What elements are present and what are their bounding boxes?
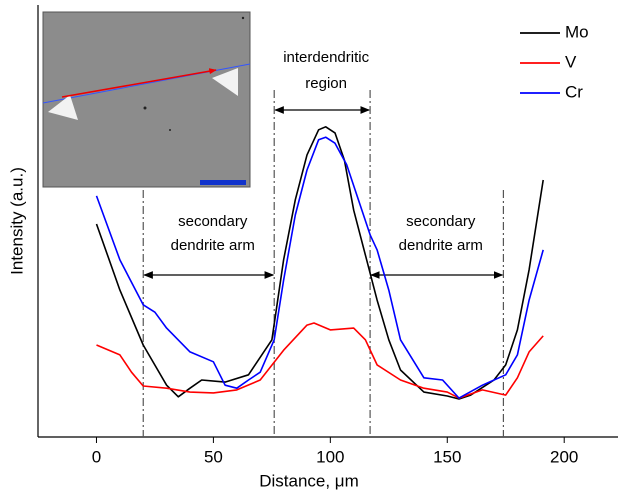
x-tick-label: 50: [204, 447, 223, 466]
chart: Distance, μm Intensity (a.u.) 0 50 100 150 2…: [0, 0, 619, 498]
legend-label: V: [565, 52, 577, 71]
annotation: interdendritic: [283, 49, 369, 66]
x-tick-label: 150: [433, 447, 461, 466]
y-axis-label: Intensity (a.u.): [7, 167, 26, 275]
annotation: region: [305, 75, 347, 92]
annotation: dendrite arm: [171, 237, 255, 254]
inset-micrograph: [43, 12, 250, 187]
legend-label: Mo: [565, 22, 589, 41]
annotation: dendrite arm: [399, 237, 483, 254]
legend-label: Cr: [565, 82, 583, 101]
x-tick-label: 0: [92, 447, 101, 466]
x-axis-label: Distance, μm: [259, 471, 359, 490]
x-tick-label: 100: [316, 447, 344, 466]
annotation: secondary: [406, 213, 476, 230]
x-tick-label: 200: [550, 447, 578, 466]
series-line: [97, 323, 544, 398]
annotation: secondary: [178, 213, 248, 230]
